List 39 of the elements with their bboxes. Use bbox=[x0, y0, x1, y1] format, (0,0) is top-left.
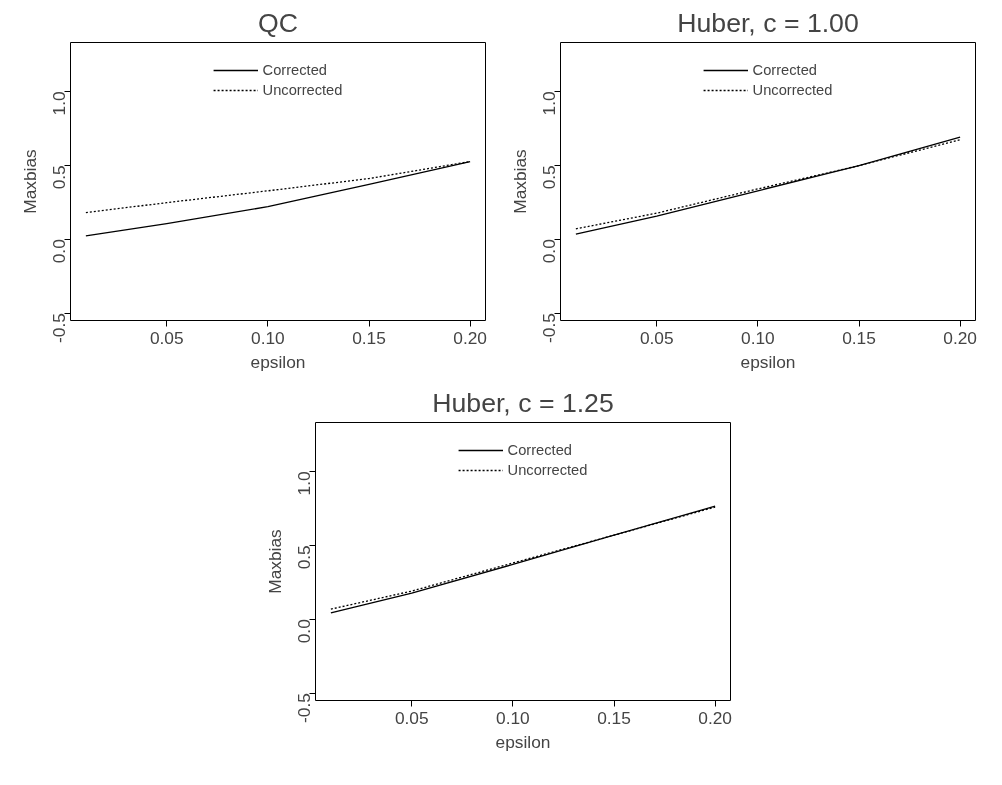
y-tick-label: 0.5 bbox=[294, 545, 315, 570]
y-tick-label: 1.0 bbox=[49, 91, 70, 116]
y-tick-label: 1.0 bbox=[294, 471, 315, 496]
y-tick-label: 0.5 bbox=[49, 165, 70, 190]
legend-label: Corrected bbox=[262, 62, 327, 78]
y-tick-label: -0.5 bbox=[49, 313, 70, 343]
chart-title: Huber, c = 1.25 bbox=[432, 387, 614, 418]
x-tick-label: 0.10 bbox=[251, 327, 285, 348]
y-tick-label: 1.0 bbox=[539, 91, 560, 116]
x-tick-label: 0.10 bbox=[741, 327, 775, 348]
x-axis-title: epsilon bbox=[740, 351, 796, 372]
legend-label: Corrected bbox=[752, 62, 817, 78]
y-axis-title: Maxbias bbox=[19, 148, 40, 214]
legend-label: Uncorrected bbox=[262, 82, 343, 98]
x-tick-label: 0.15 bbox=[352, 327, 386, 348]
y-tick-label: 0.0 bbox=[294, 619, 315, 644]
x-tick-label: 0.15 bbox=[597, 707, 631, 728]
legend-label: Uncorrected bbox=[752, 82, 833, 98]
y-tick-label: 0.5 bbox=[539, 165, 560, 190]
y-tick-label: 0.0 bbox=[539, 239, 560, 264]
x-tick-label: 0.20 bbox=[453, 327, 487, 348]
y-tick-label: 0.0 bbox=[49, 239, 70, 264]
legend-label: Corrected bbox=[507, 442, 572, 458]
x-axis-title: epsilon bbox=[495, 731, 551, 752]
x-tick-label: 0.20 bbox=[698, 707, 732, 728]
y-axis-title: Maxbias bbox=[509, 148, 530, 214]
chart-title: Huber, c = 1.00 bbox=[677, 7, 859, 38]
x-tick-label: 0.05 bbox=[149, 327, 184, 348]
x-tick-label: 0.05 bbox=[639, 327, 674, 348]
chart-title: QC bbox=[258, 7, 298, 38]
y-axis-title: Maxbias bbox=[264, 528, 285, 594]
y-tick-label: -0.5 bbox=[294, 693, 315, 723]
x-axis-title: epsilon bbox=[250, 351, 306, 372]
legend-label: Uncorrected bbox=[507, 462, 588, 478]
x-tick-label: 0.20 bbox=[943, 327, 977, 348]
x-tick-label: 0.05 bbox=[394, 707, 429, 728]
x-tick-label: 0.15 bbox=[842, 327, 876, 348]
x-tick-label: 0.10 bbox=[496, 707, 530, 728]
y-tick-label: -0.5 bbox=[539, 313, 560, 343]
